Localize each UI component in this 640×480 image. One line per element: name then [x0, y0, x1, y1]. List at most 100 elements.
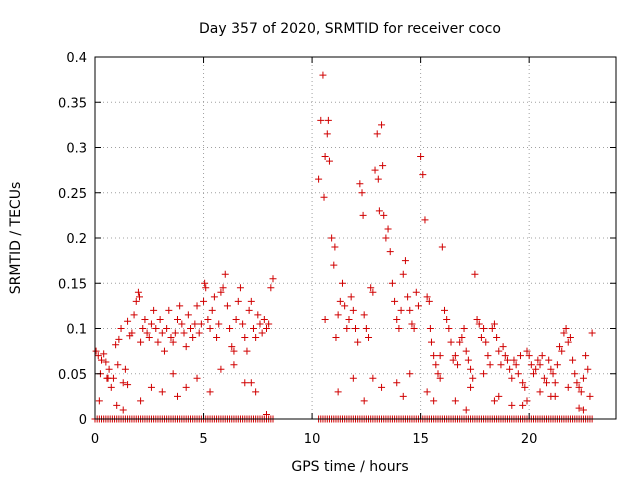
- data-point: [98, 356, 106, 364]
- data-point: [369, 288, 377, 296]
- data-point: [132, 297, 140, 305]
- data-point: [241, 379, 249, 387]
- y-tick-label: 0.05: [58, 368, 87, 383]
- data-point: [404, 293, 412, 301]
- data-point: [206, 388, 214, 396]
- data-point: [386, 248, 394, 256]
- data-point: [379, 162, 387, 170]
- data-point: [254, 311, 262, 319]
- data-point: [482, 338, 490, 346]
- data-point: [349, 306, 357, 314]
- data-point: [321, 315, 329, 323]
- data-point: [549, 370, 557, 378]
- data-point: [393, 315, 401, 323]
- data-point: [374, 175, 382, 183]
- data-point: [564, 383, 572, 391]
- data-point: [464, 356, 472, 364]
- data-point: [449, 356, 457, 364]
- data-point: [105, 365, 113, 373]
- data-point: [480, 370, 488, 378]
- data-point: [436, 374, 444, 382]
- data-point: [566, 334, 574, 342]
- data-point: [193, 302, 201, 310]
- data-point: [104, 374, 112, 382]
- data-point: [410, 325, 418, 332]
- data-point: [495, 392, 503, 400]
- data-point: [406, 306, 414, 314]
- data-point: [514, 370, 522, 378]
- data-point: [497, 361, 505, 369]
- data-point: [134, 288, 142, 296]
- data-point: [169, 338, 177, 346]
- data-point: [173, 315, 181, 323]
- data-point: [414, 302, 422, 310]
- data-point: [147, 320, 155, 328]
- data-point: [534, 356, 542, 364]
- data-point: [323, 130, 331, 138]
- data-point: [145, 334, 153, 342]
- data-point: [362, 325, 370, 332]
- data-point: [245, 306, 253, 314]
- data-point: [112, 341, 120, 349]
- data-point: [426, 325, 434, 332]
- data-point: [490, 397, 498, 405]
- y-tick-label: 0.1: [66, 323, 87, 338]
- data-point: [508, 374, 516, 382]
- data-point: [417, 153, 425, 161]
- data-point: [191, 320, 199, 328]
- data-point: [223, 302, 231, 310]
- data-point: [577, 388, 585, 396]
- data-point: [432, 361, 440, 369]
- data-point: [334, 311, 342, 319]
- data-point: [519, 401, 527, 409]
- data-point: [447, 338, 455, 346]
- data-point: [147, 383, 155, 391]
- data-point: [456, 338, 464, 346]
- data-point: [382, 234, 390, 242]
- data-point: [158, 329, 166, 337]
- data-point: [575, 383, 583, 391]
- data-point: [358, 189, 366, 197]
- data-point: [467, 365, 475, 373]
- data-point: [375, 207, 383, 215]
- data-point: [180, 329, 188, 337]
- data-point: [345, 315, 353, 323]
- data-point: [328, 234, 336, 242]
- data-point: [586, 392, 594, 400]
- chart-title: Day 357 of 2020, SRMTID for receiver coc…: [199, 21, 501, 37]
- data-point: [436, 352, 444, 360]
- data-point: [536, 388, 544, 396]
- data-point: [486, 361, 494, 369]
- data-point: [197, 320, 205, 328]
- data-point: [243, 347, 251, 355]
- data-point: [384, 225, 392, 233]
- data-point: [493, 334, 501, 342]
- data-point: [236, 284, 244, 292]
- data-point: [320, 193, 328, 201]
- data-point: [399, 270, 407, 278]
- data-point: [189, 334, 197, 342]
- data-point: [102, 358, 110, 366]
- data-point: [325, 157, 333, 165]
- tick-labels: 0 5 10 15 20 0 0.05 0.1 0.15 0.2 0.25 0.3 0.35 0.4: [58, 51, 537, 447]
- data-point: [330, 261, 338, 269]
- data-point: [113, 401, 121, 409]
- data-point: [553, 361, 561, 369]
- data-point: [347, 293, 355, 301]
- data-point: [538, 352, 546, 360]
- data-point: [150, 306, 158, 314]
- data-point: [321, 153, 329, 161]
- data-point: [169, 370, 177, 378]
- data-point: [519, 379, 527, 387]
- data-point: [265, 320, 273, 328]
- data-point: [369, 374, 377, 382]
- data-point: [525, 352, 533, 360]
- data-point: [451, 397, 459, 405]
- data-point: [201, 279, 209, 287]
- data-point: [378, 383, 386, 391]
- data-point: [412, 288, 420, 296]
- y-tick-label: 0.3: [66, 142, 87, 157]
- data-point: [540, 374, 548, 382]
- data-point: [234, 297, 242, 305]
- y-tick-label: 0.4: [66, 51, 87, 66]
